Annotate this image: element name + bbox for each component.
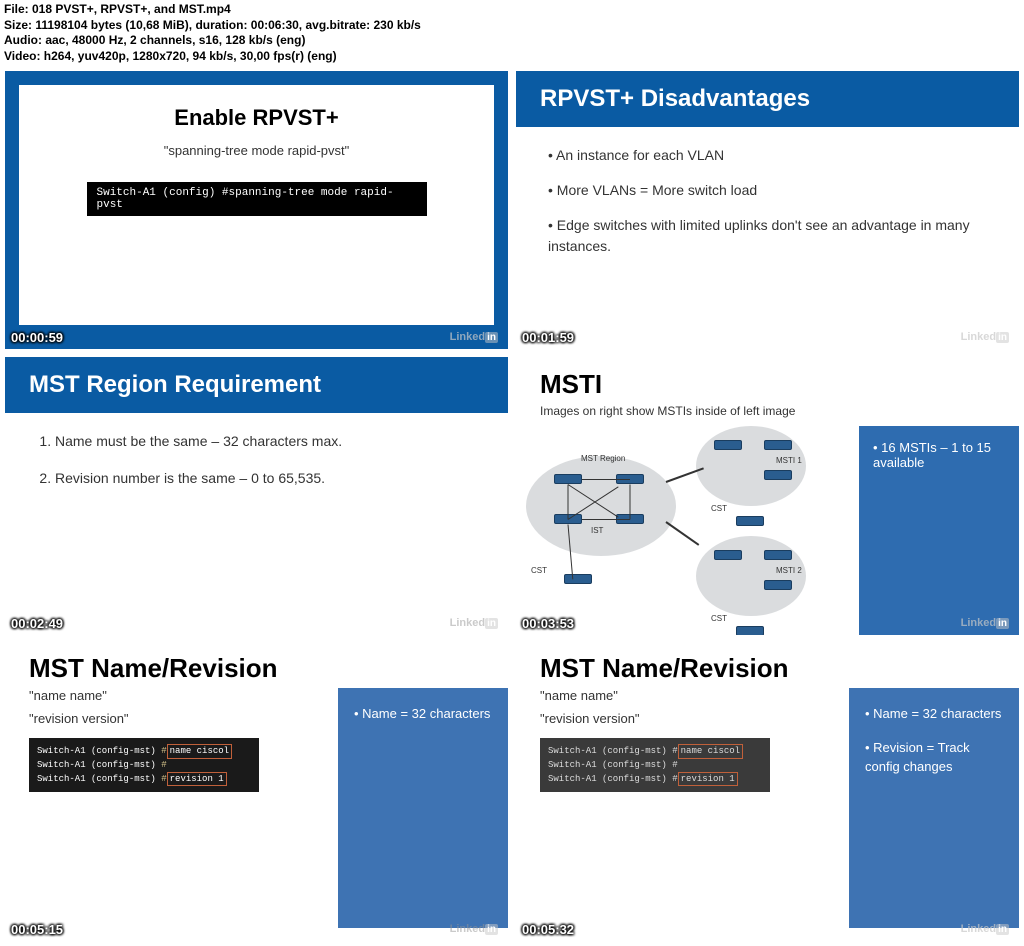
label-cst: CST <box>531 566 547 575</box>
list-item: Edge switches with limited uplinks don't… <box>548 215 987 257</box>
slide-4-subtitle: Images on right show MSTIs inside of lef… <box>516 404 1019 426</box>
quote-revision: "revision version" <box>29 711 314 726</box>
list-item: An instance for each VLAN <box>548 145 987 166</box>
switch-icon <box>564 574 592 584</box>
sidebar-item: Name = 32 characters <box>865 704 1003 724</box>
switch-icon <box>764 440 792 450</box>
slide-3-header: MST Region Requirement <box>5 357 508 413</box>
timestamp-1: 00:00:59 <box>11 330 63 345</box>
switch-icon <box>714 550 742 560</box>
switch-icon <box>736 626 764 636</box>
linkedin-logo: Linkedin <box>961 617 1009 629</box>
slide-5-content: "name name" "revision version" Switch-A1… <box>5 688 338 928</box>
slide-5-title: MST Name/Revision <box>5 643 508 688</box>
diagram-line <box>582 519 630 520</box>
label-msti2: MSTI 2 <box>776 566 802 575</box>
meta-file: File: 018 PVST+, RPVST+, and MST.mp4 <box>4 2 1020 18</box>
label-mst-region: MST Region <box>581 454 625 463</box>
slide-4-title: MSTI <box>516 357 1019 404</box>
slide-5-mst-name-revision: MST Name/Revision "name name" "revision … <box>4 642 509 942</box>
list-item: Revision number is the same – 0 to 65,53… <box>55 468 476 489</box>
slide-1-terminal: Switch-A1 (config) #spanning-tree mode r… <box>87 182 427 216</box>
quote-name: "name name" <box>29 688 314 703</box>
slide-6-title: MST Name/Revision <box>516 643 1019 688</box>
slide-1-inner: Enable RPVST+ "spanning-tree mode rapid-… <box>19 85 494 325</box>
meta-audio: Audio: aac, 48000 Hz, 2 channels, s16, 1… <box>4 33 1020 49</box>
slide-1-enable-rpvst: Enable RPVST+ "spanning-tree mode rapid-… <box>4 70 509 350</box>
slide-2-body: An instance for each VLAN More VLANs = M… <box>516 127 1019 289</box>
diagram-line <box>568 485 569 520</box>
timestamp-2: 00:01:59 <box>522 330 574 345</box>
diagram-line <box>582 479 630 480</box>
slide-3-mst-region: MST Region Requirement Name must be the … <box>4 356 509 636</box>
label-msti1: MSTI 1 <box>776 456 802 465</box>
sidebar-item: • 16 MSTIs – 1 to 15 available <box>873 440 1005 470</box>
slide-2-header: RPVST+ Disadvantages <box>516 71 1019 127</box>
linkedin-logo: Linkedin <box>450 617 498 629</box>
list-item: More VLANs = More switch load <box>548 180 987 201</box>
quote-name: "name name" <box>540 688 825 703</box>
slide-6-mst-name-revision: MST Name/Revision "name name" "revision … <box>515 642 1020 942</box>
linkedin-logo: Linkedin <box>961 331 1009 343</box>
cloud-msti1 <box>696 426 806 506</box>
label-ist: IST <box>591 526 603 535</box>
slide-3-body: Name must be the same – 32 characters ma… <box>5 413 508 523</box>
slide-6-content: "name name" "revision version" Switch-A1… <box>516 688 849 928</box>
slide-4-msti: MSTI Images on right show MSTIs inside o… <box>515 356 1020 636</box>
slide-1-title: Enable RPVST+ <box>49 105 464 131</box>
meta-video: Video: h264, yuv420p, 1280x720, 94 kb/s,… <box>4 49 1020 65</box>
slide-1-subtitle: "spanning-tree mode rapid-pvst" <box>49 143 464 158</box>
msti-diagram: MST Region IST CST MSTI 1 CST MSTI 2 CST <box>516 426 859 636</box>
slide-5-terminal: Switch-A1 (config-mst) #name ciscol Swit… <box>29 738 259 792</box>
meta-size: Size: 11198104 bytes (10,68 MiB), durati… <box>4 18 1020 34</box>
timestamp-3: 00:02:49 <box>11 616 63 631</box>
label-cst: CST <box>711 504 727 513</box>
timestamp-6: 00:05:32 <box>522 922 574 937</box>
list-item: Name must be the same – 32 characters ma… <box>55 431 476 452</box>
arrow-icon <box>665 522 699 547</box>
slide-4-sidebar: • 16 MSTIs – 1 to 15 available <box>859 426 1019 636</box>
label-cst: CST <box>711 614 727 623</box>
diagram-line <box>630 485 631 520</box>
sidebar-item: Name = 32 characters <box>354 704 492 724</box>
switch-icon <box>764 550 792 560</box>
cloud-msti2 <box>696 536 806 616</box>
timestamp-5: 00:05:15 <box>11 922 63 937</box>
slide-5-sidebar: Name = 32 characters <box>338 688 508 928</box>
slide-6-terminal: Switch-A1 (config-mst) #name ciscol Swit… <box>540 738 770 792</box>
switch-icon <box>764 580 792 590</box>
switch-icon <box>714 440 742 450</box>
slide-6-sidebar: Name = 32 characters Revision = Track co… <box>849 688 1019 928</box>
thumbnail-grid: Enable RPVST+ "spanning-tree mode rapid-… <box>0 66 1024 946</box>
slide-2-rpvst-disadvantages: RPVST+ Disadvantages An instance for eac… <box>515 70 1020 350</box>
file-metadata: File: 018 PVST+, RPVST+, and MST.mp4 Siz… <box>0 0 1024 66</box>
linkedin-logo: Linkedin <box>450 331 498 343</box>
quote-revision: "revision version" <box>540 711 825 726</box>
linkedin-logo: Linkedin <box>961 923 1009 935</box>
sidebar-item: Revision = Track config changes <box>865 738 1003 777</box>
switch-icon <box>764 470 792 480</box>
switch-icon <box>736 516 764 526</box>
switch-icon <box>554 474 582 484</box>
linkedin-logo: Linkedin <box>450 923 498 935</box>
timestamp-4: 00:03:53 <box>522 616 574 631</box>
